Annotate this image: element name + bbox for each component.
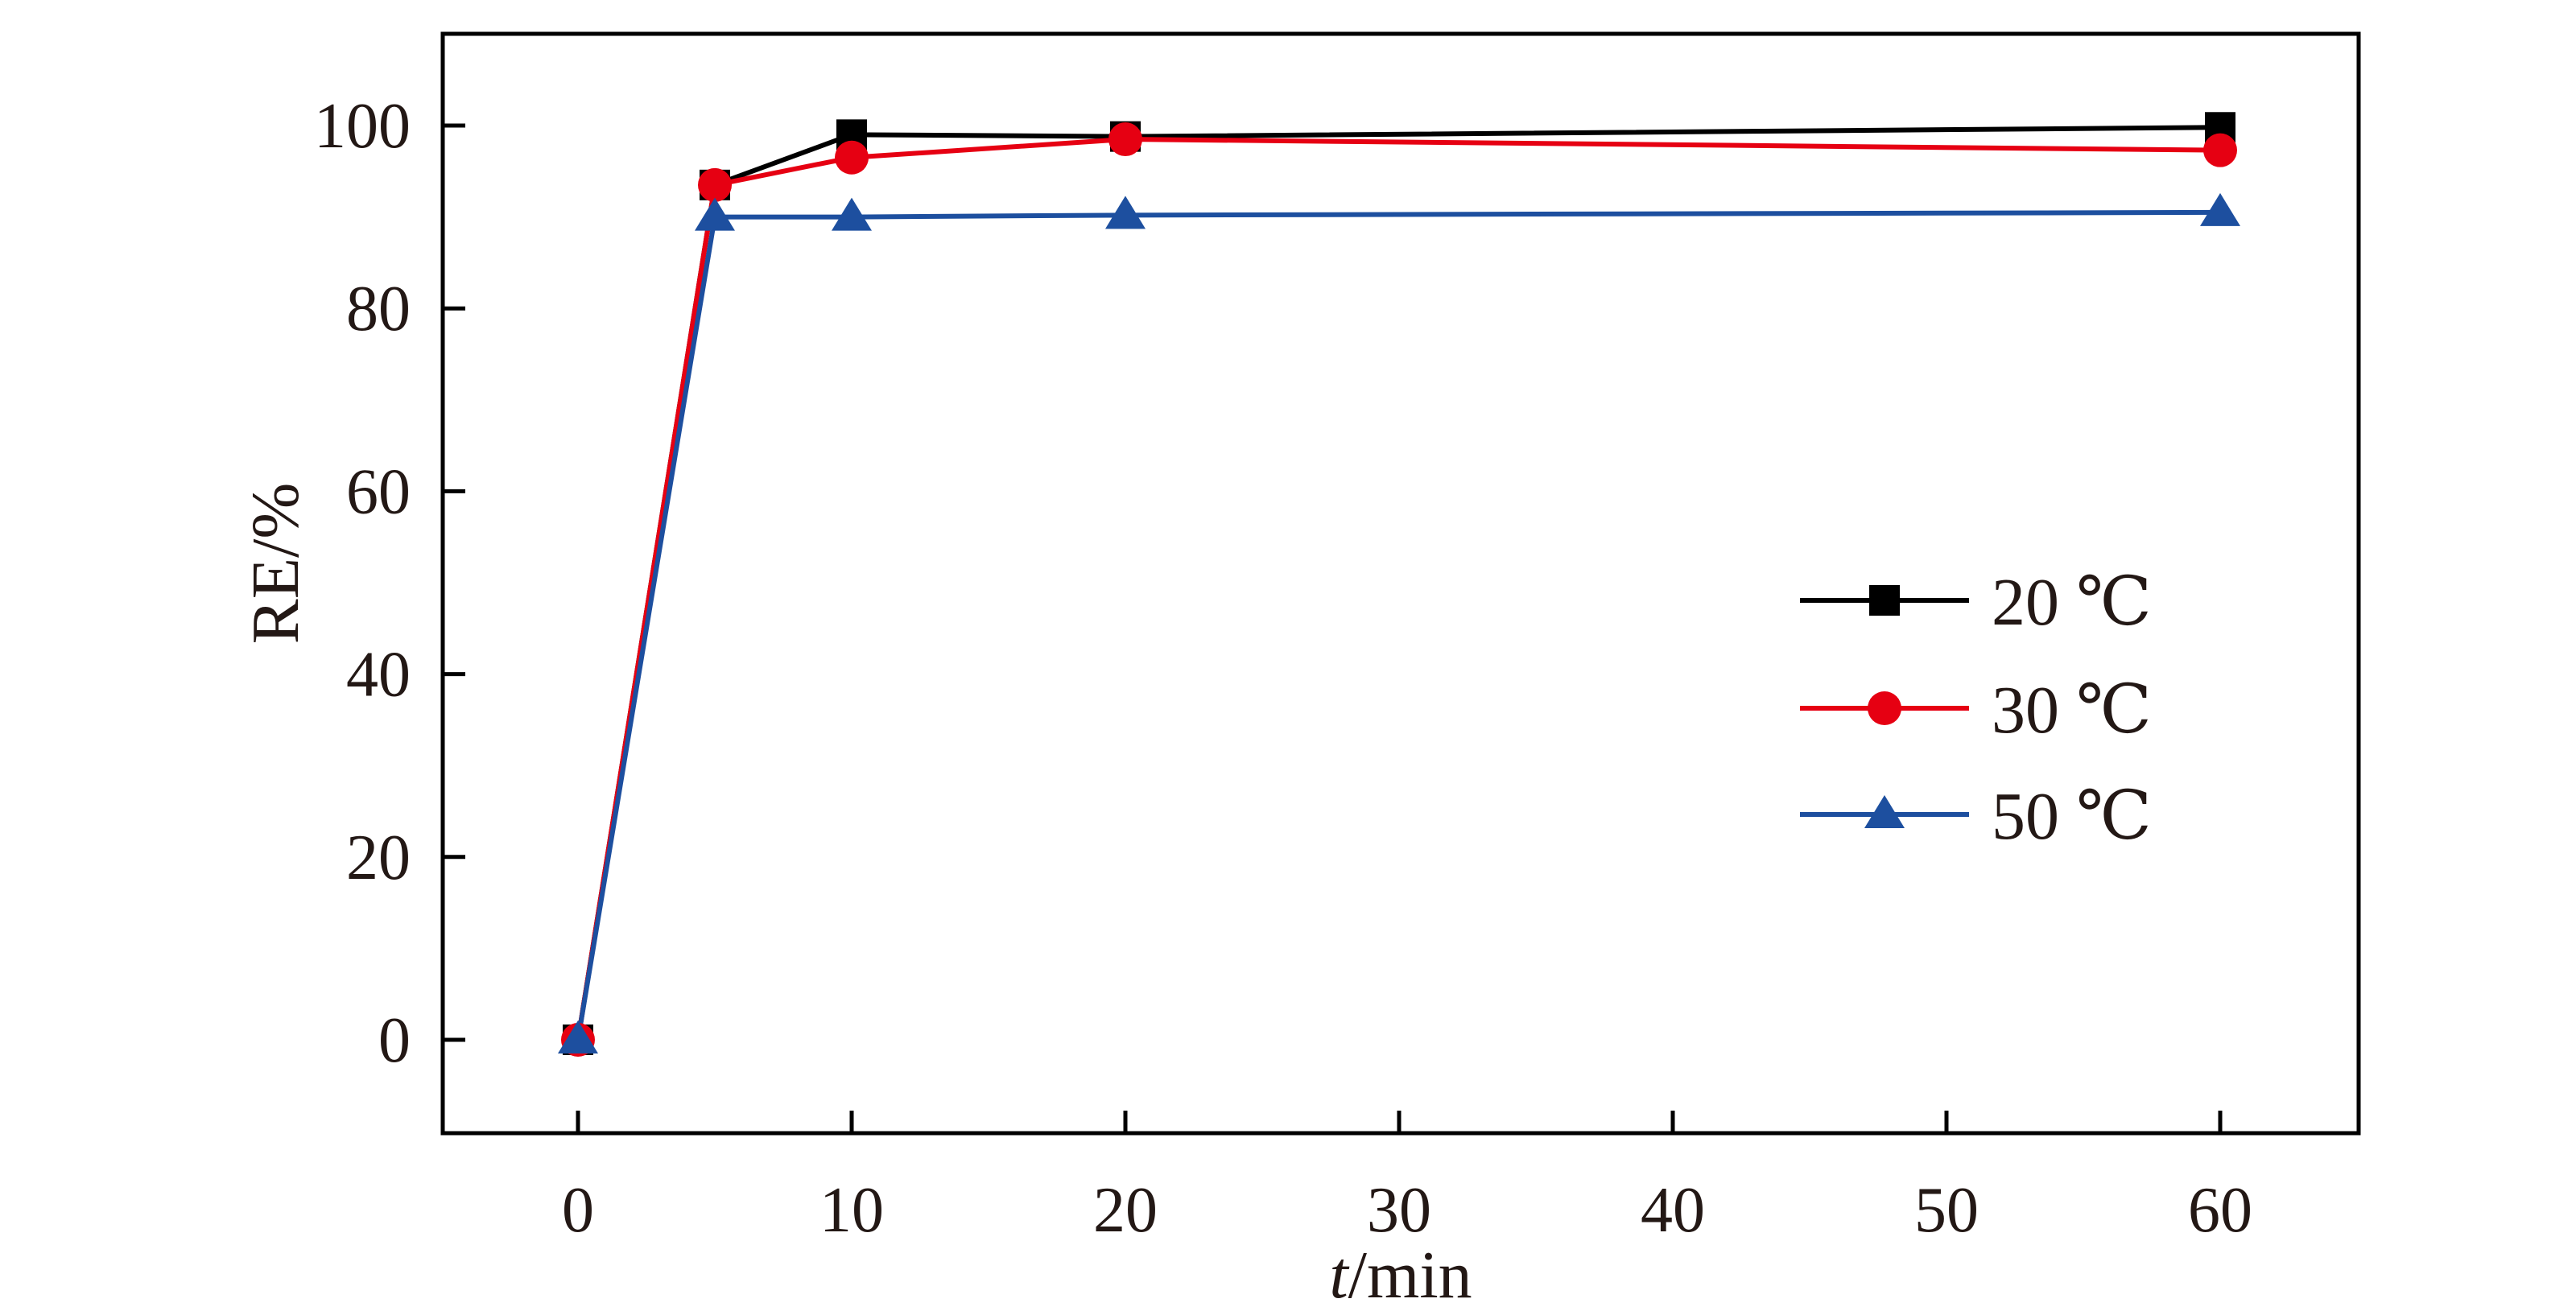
legend-label-1: 20 ℃ [1992, 565, 2152, 640]
x-tick-label: 0 [562, 1175, 594, 1246]
y-tick-label: 80 [346, 274, 411, 344]
x-tick-label: 50 [1914, 1175, 1979, 1246]
x-tick-label: 30 [1367, 1175, 1431, 1246]
y-tick-label: 40 [346, 640, 411, 711]
y-tick-label: 60 [346, 456, 411, 527]
data-point-series-3 [1105, 196, 1146, 229]
data-point-series-2 [1108, 122, 1142, 157]
y-axis-title: RE/% [238, 483, 313, 645]
legend-label-2: 30 ℃ [1992, 673, 2152, 748]
x-tick-label: 20 [1093, 1175, 1158, 1246]
x-tick-label: 60 [2188, 1175, 2252, 1246]
series-lines [576, 125, 2221, 1041]
data-point-series-3 [558, 1020, 598, 1053]
series-line-3 [576, 209, 2221, 1041]
y-tick-label: 100 [314, 91, 411, 162]
series-line-2 [576, 137, 2221, 1041]
x-axis-title-unit: /min [1348, 1238, 1472, 1307]
data-point-series-2 [698, 167, 732, 202]
legend-marker-1 [1869, 585, 1900, 616]
y-axis-ticks: 0 20 40 60 80 100 [314, 91, 465, 1076]
data-point-series-2 [2203, 133, 2237, 167]
x-axis-title-italic: t [1329, 1238, 1350, 1307]
x-axis-ticks: 0 10 20 30 40 50 60 [562, 1111, 2252, 1246]
data-point-series-2 [835, 140, 869, 175]
legend-marker-2 [1868, 691, 1901, 725]
x-tick-label: 40 [1641, 1175, 1705, 1246]
legend-marker-3 [1864, 795, 1905, 828]
series-markers [558, 112, 2240, 1057]
data-point-series-3 [832, 197, 872, 231]
series-line-1 [576, 125, 2221, 1041]
y-tick-label: 20 [346, 823, 411, 893]
data-point-series-3 [695, 197, 735, 231]
x-tick-label: 10 [819, 1175, 884, 1246]
legend: 20 ℃ 30 ℃ 50 ℃ [1800, 565, 2152, 854]
y-tick-label: 0 [378, 1005, 411, 1076]
x-axis-title: t/min [1329, 1238, 1472, 1307]
data-point-series-3 [2200, 192, 2240, 226]
legend-label-3: 50 ℃ [1992, 779, 2152, 854]
